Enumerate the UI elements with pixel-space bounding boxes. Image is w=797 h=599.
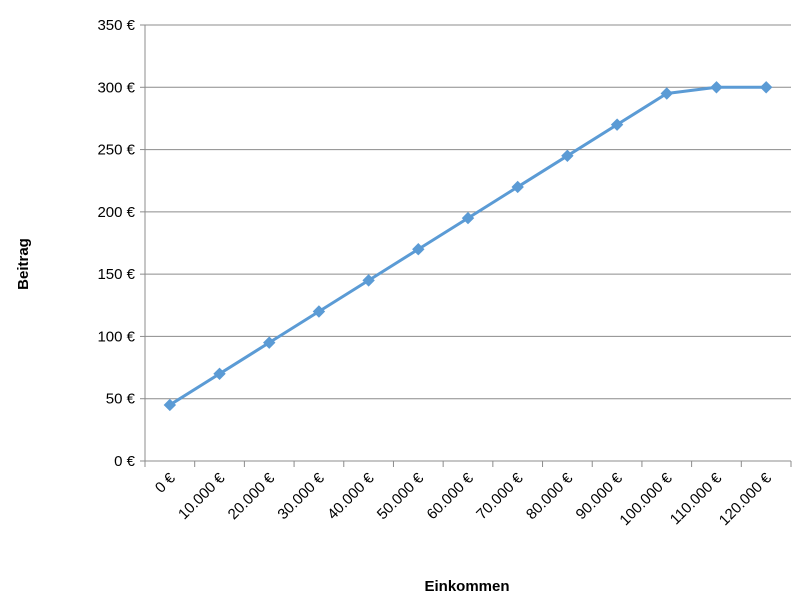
data-point-marker — [362, 274, 375, 287]
x-tick-label: 60.000 € — [424, 469, 478, 523]
y-tick-label: 50 € — [106, 391, 136, 408]
y-tick-label: 0 € — [114, 453, 136, 470]
y-tick-label: 250 € — [97, 142, 135, 159]
x-tick-label: 50.000 € — [374, 469, 428, 523]
y-tick-label: 150 € — [97, 266, 135, 283]
series-line — [169, 85, 767, 407]
x-tick-label: 0 € — [152, 469, 179, 496]
data-point-marker — [412, 243, 425, 256]
x-tick-label: 80.000 € — [523, 469, 577, 523]
data-point-marker — [213, 367, 226, 381]
x-tick-label: 20.000 € — [225, 469, 279, 523]
gridlines — [145, 24, 791, 400]
x-tick-label: 100.000 € — [616, 469, 676, 529]
x-axis-ticks: 0 €10.000 €20.000 €30.000 €40.000 €50.00… — [144, 461, 792, 529]
x-tick-label: 10.000 € — [175, 469, 229, 523]
x-tick-label: 120.000 € — [716, 469, 776, 529]
x-tick-label: 70.000 € — [473, 469, 527, 523]
y-tick-label: 300 € — [97, 79, 135, 96]
y-tick-label: 100 € — [97, 328, 135, 345]
axes — [144, 25, 791, 462]
x-axis-title: Einkommen — [424, 578, 509, 595]
x-tick-label: 30.000 € — [274, 469, 328, 523]
data-point-marker — [759, 81, 773, 94]
data-point-marker — [710, 81, 723, 94]
data-point-marker — [312, 305, 326, 318]
y-axis-ticks: 0 € 50 € 100 € 150 € 200 € 250 € 300 € 350 € — [97, 17, 145, 470]
x-tick-label: 40.000 € — [324, 469, 378, 523]
data-point-marker — [561, 149, 574, 163]
data-point-marker — [511, 180, 524, 194]
y-tick-label: 350 € — [97, 17, 135, 34]
data-point-marker — [163, 398, 177, 412]
y-tick-label: 200 € — [97, 204, 135, 221]
data-point-marker — [610, 118, 624, 131]
y-axis-title: Beitrag — [15, 238, 32, 290]
data-point-marker — [461, 211, 475, 225]
data-point-marker — [263, 336, 276, 349]
data-point-marker — [660, 87, 673, 100]
series-layer — [163, 81, 773, 412]
